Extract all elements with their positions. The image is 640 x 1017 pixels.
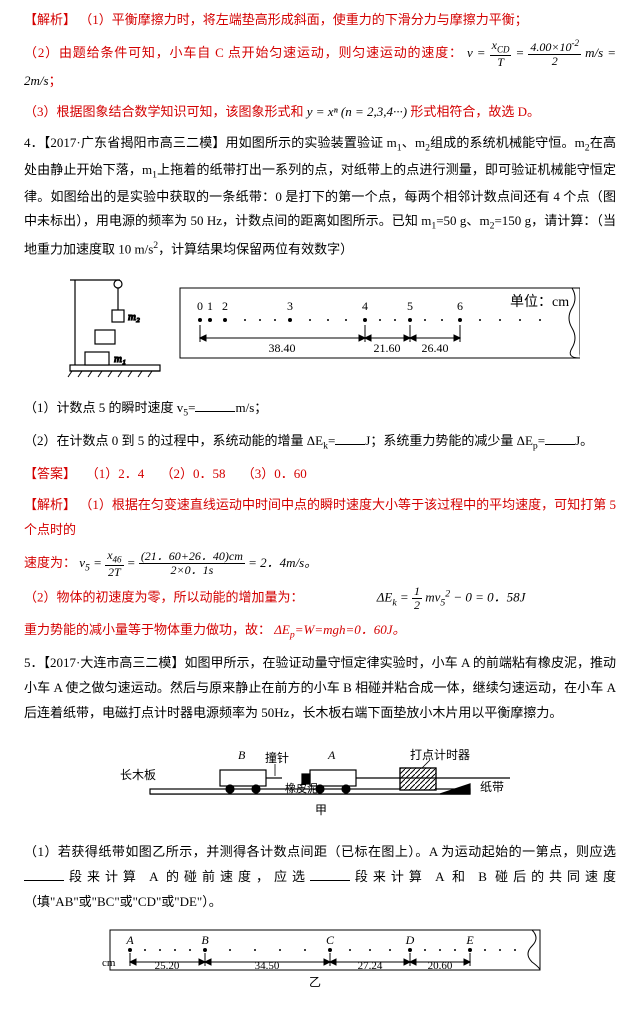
q4-ans-3: （3）0．60 xyxy=(242,466,307,481)
svg-text:乙: 乙 xyxy=(309,975,321,989)
svg-text:D: D xyxy=(405,933,415,947)
analysis-label: 【解析】 xyxy=(24,12,76,27)
q4-analysis-l4: 重力势能的减小量等于物体重力做功，故： ΔEp=W=mgh=0．60J。 xyxy=(24,618,616,645)
label-tape: 纸带 xyxy=(480,780,504,794)
ep-formula: ΔEp=W=mgh=0．60J。 xyxy=(274,622,405,637)
svg-text:4: 4 xyxy=(362,299,368,313)
tape-unit: 单位：cm xyxy=(510,294,569,310)
q4-s8: ，计算结果均保留两位有效数字） xyxy=(158,241,353,256)
svg-text:34.50: 34.50 xyxy=(255,960,280,972)
analysis1-l2-pre: （2）由题给条件可知，小车自 C 点开始匀速运动，则匀速运动的速度： xyxy=(24,45,463,60)
svg-text:38.40: 38.40 xyxy=(269,341,296,355)
q4-ans-label: 【答案】 xyxy=(24,466,76,481)
q4-sub2: （2）在计数点 0 到 5 的过程中，系统动能的增量 ΔEk=J；系统重力势能的… xyxy=(24,429,616,456)
svg-text:0: 0 xyxy=(197,299,203,313)
ek-formula: ΔEk = 12 mv52 − 0 = 0．58J xyxy=(307,585,526,612)
q4-ans-1: （1）2．4 xyxy=(86,466,145,481)
svg-text:3: 3 xyxy=(287,299,293,313)
q5-sub1: （1）若获得纸带如图乙所示，并测得各计数点间距（已标在图上）。A 为运动起始的一… xyxy=(24,840,616,914)
q4-figure: m₂ m₁ 单位：cm 012 3 4 5 6 xyxy=(24,270,616,389)
analysis1-line3: （3）根据图象结合数学知识可知，该图象形式和 y = xⁿ (n = 2,3,4… xyxy=(24,100,616,125)
svg-text:B: B xyxy=(201,933,209,947)
q4-analysis-l2: 速度为： v5 = x462T = (21．60+26．40)cm2×0．1s … xyxy=(24,549,616,579)
q4-sub2-mid: J；系统重力势能的减少量 ΔE xyxy=(365,433,533,448)
q4-sub2-post: J。 xyxy=(575,433,593,448)
label-pin: 撞针 xyxy=(265,750,289,765)
blank-seg1 xyxy=(24,868,64,881)
q4-s1: 4．【2017·广东省揭阳市高三二模】用如图所示的实验装置验证 m xyxy=(24,135,397,150)
analysis1-line1: 【解析】 （1）平衡摩擦力时，将左端垫高形成斜面，使重力的下滑分力与摩擦力平衡； xyxy=(24,8,616,33)
q4-sub1-post: m/s； xyxy=(235,400,267,415)
svg-text:2: 2 xyxy=(222,299,228,313)
blank-ek xyxy=(335,432,365,445)
svg-text:27.24: 27.24 xyxy=(358,960,383,972)
blank-ep xyxy=(545,432,575,445)
svg-text:m₂: m₂ xyxy=(128,311,140,323)
q4-ana-l3: （2）物体的初速度为零，所以动能的增加量为： xyxy=(24,590,304,605)
q5-sub1-pre: （1）若获得纸带如图乙所示，并测得各计数点间距（已标在图上）。A 为运动起始的一… xyxy=(24,844,616,859)
label-A: A xyxy=(327,748,336,762)
q5-stem: 5．【2017·大连市高三二模】如图甲所示，在验证动量守恒定律实验时，小车 A … xyxy=(24,651,616,725)
svg-text:20.60: 20.60 xyxy=(428,960,453,972)
q4-s6: =50 g、m xyxy=(436,213,489,228)
analysis1-text1: （1）平衡摩擦力时，将左端垫高形成斜面，使重力的下滑分力与摩擦力平衡； xyxy=(79,12,528,27)
svg-text:C: C xyxy=(326,933,335,947)
svg-text:A: A xyxy=(125,933,134,947)
q4-analysis-l1: 【解析】 （1）根据在匀变速直线运动中时间中点的瞬时速度大小等于该过程中的平均速… xyxy=(24,493,616,542)
svg-text:m₁: m₁ xyxy=(114,353,126,365)
q4-ana-l4: 重力势能的减小量等于物体重力做功，故： xyxy=(24,622,271,637)
q4-answer: 【答案】 （1）2．4 （2）0．58 （3）0．60 xyxy=(24,462,616,487)
q4-analysis-l3: （2）物体的初速度为零，所以动能的增加量为： ΔEk = 12 mv52 − 0… xyxy=(24,585,616,612)
q4-s2: 、m xyxy=(402,135,425,150)
label-timer: 打点计时器 xyxy=(410,748,470,762)
svg-text:cm: cm xyxy=(102,957,116,969)
analysis1-l3-formula: y = xⁿ (n = 2,3,4···) xyxy=(307,104,407,119)
svg-text:21.60: 21.60 xyxy=(374,341,401,355)
analysis1-line2: （2）由题给条件可知，小车自 C 点开始匀速运动，则匀速运动的速度： v = x… xyxy=(24,39,616,94)
q4-ans-2: （2）0．58 xyxy=(161,466,226,481)
blank-seg2 xyxy=(310,868,350,881)
q4-s3: 组成的系统机械能守恒。m xyxy=(430,135,585,150)
label-cap: 甲 xyxy=(315,803,327,817)
svg-text:1: 1 xyxy=(207,299,213,313)
q4-sub1: （1）计数点 5 的瞬时速度 v5=m/s； xyxy=(24,396,616,423)
svg-text:6: 6 xyxy=(457,299,463,313)
q4-ana-t1: （1）根据在匀变速直线运动中时间中点的瞬时速度大小等于该过程中的平均速度，可知打… xyxy=(24,497,616,537)
svg-text:E: E xyxy=(465,933,474,947)
q5-sub1-mid: 段来计算 A 的碰前速度，应选 xyxy=(64,869,310,884)
svg-text:25.20: 25.20 xyxy=(155,960,180,972)
blank-v5 xyxy=(195,399,235,412)
v5-formula: v5 = x462T = (21．60+26．40)cm2×0．1s = 2．4… xyxy=(79,555,317,570)
q4-sub1-pre: （1）计数点 5 的瞬时速度 v xyxy=(24,400,183,415)
label-B: B xyxy=(238,748,246,762)
label-board: 长木板 xyxy=(120,768,156,782)
q5-figure-app: 长木板 B 撞针 A 橡皮泥 打点计时器 纸带 甲 xyxy=(24,734,616,833)
q4-ana-label: 【解析】 xyxy=(24,497,76,512)
analysis1-l3-pre: （3）根据图象结合数学知识可知，该图象形式和 xyxy=(24,104,304,119)
q4-sub2-pre: （2）在计数点 0 到 5 的过程中，系统动能的增量 ΔE xyxy=(24,433,323,448)
analysis1-l3-post: 形式相符合，故选 D。 xyxy=(410,104,540,119)
q5-figure-tape: A B C D E cm 25.20 34.50 27.24 20.60 乙 xyxy=(24,922,616,1001)
svg-text:5: 5 xyxy=(407,299,413,313)
q4-ana-l2pre: 速度为： xyxy=(24,555,76,570)
q4-stem: 4．【2017·广东省揭阳市高三二模】用如图所示的实验装置验证 m1、m2组成的… xyxy=(24,131,616,262)
svg-text:26.40: 26.40 xyxy=(422,341,449,355)
